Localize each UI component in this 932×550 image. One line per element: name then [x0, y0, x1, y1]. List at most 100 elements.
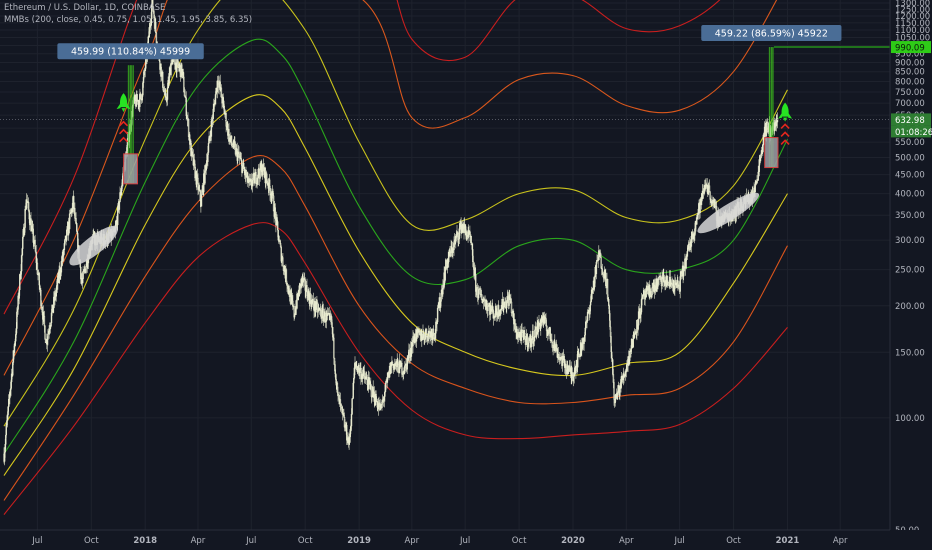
- candle-body: [200, 194, 203, 207]
- x-axis-tick-label: Apr: [404, 536, 419, 546]
- candle-body: [633, 333, 636, 338]
- x-axis-tick-label: Jul: [459, 536, 470, 546]
- candle-body: [254, 175, 256, 184]
- y-axis-tick-label: 250.00: [895, 266, 925, 276]
- price-candle: [162, 69, 164, 90]
- candle-body: [118, 201, 121, 210]
- y-axis-tick-label: 800.00: [895, 78, 925, 88]
- candle-body: [534, 329, 536, 338]
- rocket-icon-2017: [116, 93, 131, 113]
- y-axis-tick-label: 700.00: [895, 99, 925, 109]
- candle-body: [47, 333, 49, 340]
- candle-body: [207, 143, 210, 153]
- measure-2020-label-bg: [701, 25, 842, 42]
- measure-2020-box: [764, 137, 779, 169]
- y-axis-tick-label: 450.00: [895, 171, 925, 181]
- measure-2017-range: [127, 65, 134, 184]
- y-axis-tick-label: 300.00: [895, 236, 925, 246]
- x-axis-tick-label: Apr: [191, 536, 206, 546]
- x-axis-tick-label: 2018: [133, 536, 157, 546]
- y-axis-tick-label: 1300.00: [895, 0, 930, 9]
- rocket-body-icon: [119, 93, 128, 108]
- y-axis-panel: [890, 0, 932, 550]
- countdown-tag: 01:08:26: [895, 128, 932, 138]
- chevron-up-icon: [118, 128, 129, 135]
- measure-2017-box: [123, 153, 139, 185]
- x-axis-tick-label: Oct: [512, 536, 527, 546]
- y-axis-tick-label: 500.00: [895, 154, 925, 164]
- x-axis-tick-label: 2019: [347, 536, 371, 546]
- current-price-tag-bg: [891, 113, 931, 126]
- candle-body: [82, 271, 84, 280]
- x-axis-tick-label: Jul: [31, 536, 42, 546]
- chevron-up-icon: [780, 131, 790, 137]
- price-candle: [776, 112, 779, 129]
- candle-body: [444, 270, 446, 281]
- band-line-4: [3, 38, 788, 455]
- target-price-tag-bg: [891, 41, 931, 54]
- band-line-3: [3, 94, 788, 476]
- y-axis-tick-label: 400.00: [895, 190, 925, 200]
- measure-2017-label: 459.99 (110.84%) 45999: [71, 47, 190, 58]
- symbol-title: Ethereum / U.S. Dollar, 1D, COINBASE: [4, 3, 166, 13]
- annotations: 459.99 (110.84%) 45999 459.22 (86.59%) 45…: [0, 25, 890, 266]
- candle-body: [577, 351, 579, 368]
- y-axis-tick-label: 350.00: [895, 211, 925, 221]
- x-axis-tick-label: Oct: [726, 536, 741, 546]
- y-axis-tick-label: 850.00: [895, 68, 925, 78]
- candle-body: [651, 287, 653, 296]
- candle-body: [5, 424, 8, 436]
- candle-body: [754, 184, 756, 193]
- highlight-ellipse-2020: [697, 192, 760, 234]
- y-axis-tick-label: 900.00: [895, 58, 925, 68]
- price-candle: [44, 325, 46, 340]
- candle-body: [65, 229, 68, 241]
- x-axis-tick-label: 2020: [561, 536, 585, 546]
- x-axis-panel: [0, 530, 932, 550]
- chevrons-icon-2017: [118, 120, 129, 143]
- candle-body: [85, 266, 87, 273]
- y-axis-tick-label: 1100.00: [895, 26, 930, 36]
- y-axis-tick-label: 750.00: [895, 88, 925, 98]
- countdown-tag-bg: [891, 125, 931, 138]
- candle-body: [24, 208, 26, 228]
- rocket-fin-icon: [116, 103, 131, 110]
- candle-body: [776, 118, 779, 123]
- candle-body: [351, 398, 353, 415]
- rocket-body-icon: [781, 102, 789, 117]
- y-axis-tick-label: 1200.00: [895, 12, 930, 22]
- x-axis[interactable]: Jul Oct 2018 Apr Jul Oct 2019 Apr Jul Oct 2020 Apr J…: [0, 529, 932, 550]
- chevrons-icon-2020: [780, 123, 790, 145]
- target-price-tag: 990.09: [895, 44, 925, 54]
- y-axis-tick-label: 950.00: [895, 50, 925, 60]
- rocket-icon-2020: [778, 102, 793, 122]
- x-axis-tick-label: Apr: [833, 536, 848, 546]
- rocket-flame-icon: [783, 117, 788, 122]
- y-axis-tick-label: 550.00: [895, 138, 925, 148]
- y-axis-tick-label: 150.00: [895, 348, 925, 358]
- rocket-fin-icon: [778, 112, 793, 119]
- x-axis-tick-label: Oct: [298, 536, 313, 546]
- band-line-5: [3, 0, 788, 427]
- chevron-up-icon: [118, 136, 129, 143]
- current-price-tag: 632.98: [895, 116, 925, 126]
- band-line-6: [3, 0, 778, 376]
- y-axis[interactable]: 1300.001250.001200.001150.001100.001050.…: [889, 0, 932, 550]
- highlight-ellipse-2017: [69, 225, 118, 266]
- x-axis-tick-label: Apr: [619, 536, 634, 546]
- candle-body: [350, 414, 353, 427]
- candle-body: [586, 311, 589, 322]
- candle-body: [503, 306, 505, 310]
- measure-2020-label: 459.22 (86.59%) 45922: [715, 29, 828, 40]
- x-axis-tick-label: Jul: [245, 536, 256, 546]
- chevron-up-icon: [780, 123, 790, 129]
- y-axis-tick-label: 1050.00: [895, 34, 930, 44]
- band-line-2: [3, 155, 788, 501]
- candle-body: [487, 305, 489, 311]
- candle-body: [440, 293, 442, 302]
- candle-body: [525, 338, 527, 345]
- y-axis-tick-label: 200.00: [895, 302, 925, 312]
